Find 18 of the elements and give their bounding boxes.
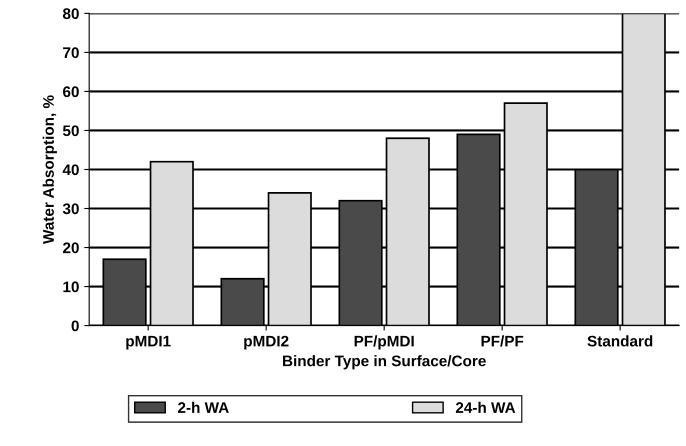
y-tick-label: 0 — [72, 320, 79, 332]
y-tick-label: 50 — [62, 125, 79, 136]
y-tick-label: 60 — [63, 86, 79, 98]
x-axis-title: Binder Type in Surface/Core — [283, 355, 486, 370]
y-tick-label: 40 — [62, 164, 79, 176]
y-tick-label: 20 — [62, 242, 79, 254]
legend-label: 2-h WA — [178, 402, 229, 413]
y-axis-title: Water Absorption, % — [42, 95, 57, 244]
legend-label: 24-h WA — [456, 402, 516, 413]
y-tick-label: 80 — [62, 8, 79, 20]
x-tick-label: PF/PF — [482, 335, 524, 347]
x-tick-label: pMDI1 — [126, 336, 171, 350]
y-tick-label: 10 — [63, 281, 79, 292]
y-tick-label: 30 — [62, 203, 79, 214]
y-tick-label: 70 — [63, 47, 79, 58]
x-tick-label: pMDI2 — [244, 336, 288, 350]
x-tick-label: PF/pMDI — [354, 335, 414, 350]
x-tick-label: Standard — [587, 335, 652, 347]
